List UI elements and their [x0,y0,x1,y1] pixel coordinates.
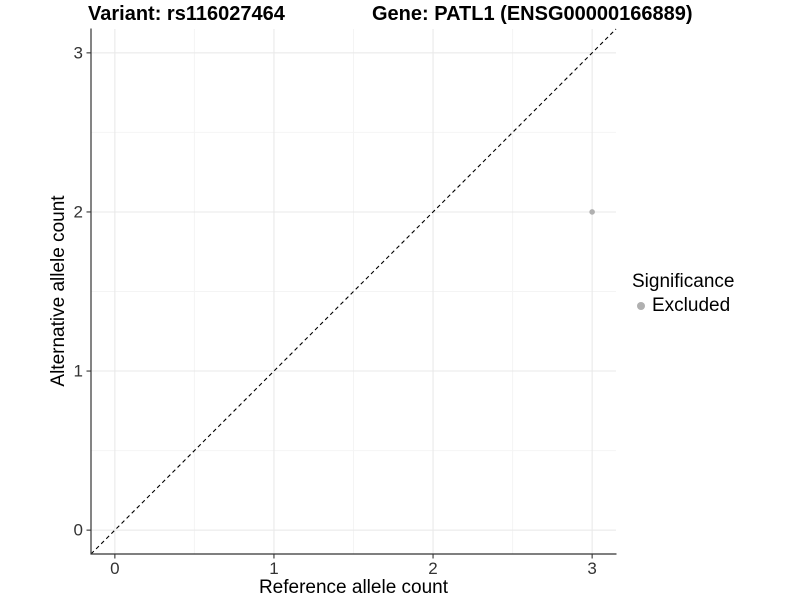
legend-item-excluded: Excluded [632,295,734,317]
x-tick-label: 3 [587,559,596,578]
identity-line [90,28,617,555]
y-tick-label: 3 [74,43,83,62]
legend-key-box [632,302,649,310]
legend-point-icon [636,302,645,310]
plot-title-variant: Variant: rs116027464 [88,3,285,25]
legend: Significance Excluded [632,271,734,317]
plot-title-gene: Gene: PATL1 (ENSG00000166889) [372,3,693,25]
x-axis-title: Reference allele count [258,577,449,598]
legend-item-label: Excluded [652,295,731,316]
x-tick-label: 0 [110,559,119,578]
legend-title: Significance [632,271,735,292]
y-axis-title: Alternative allele count [48,195,69,387]
y-tick-label: 2 [74,202,83,221]
data-point [589,209,595,215]
x-tick-label: 1 [269,559,278,578]
x-tick-label: 2 [428,559,437,578]
y-tick-label: 1 [74,362,83,381]
y-tick-label: 0 [74,521,83,540]
